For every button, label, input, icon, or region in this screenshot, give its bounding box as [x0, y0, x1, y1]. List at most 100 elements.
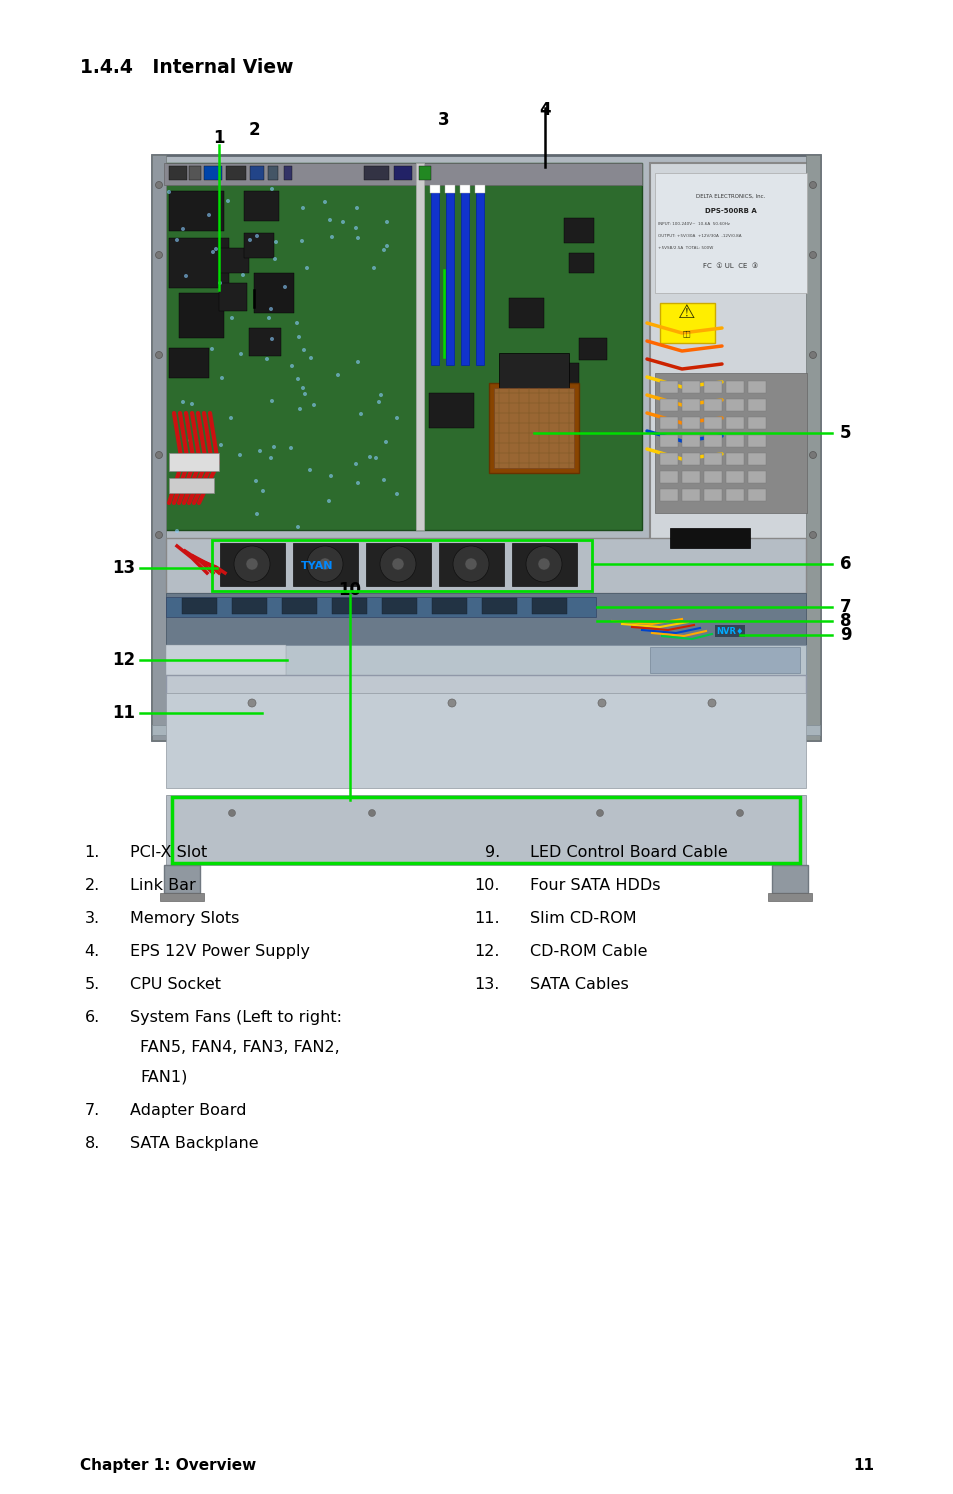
Bar — [169, 478, 213, 493]
Bar — [293, 542, 357, 586]
Bar — [169, 238, 229, 288]
Circle shape — [297, 406, 302, 411]
Bar — [659, 399, 678, 411]
Circle shape — [464, 557, 476, 571]
Bar — [152, 155, 166, 740]
Circle shape — [355, 236, 359, 241]
Circle shape — [335, 374, 339, 376]
Text: Chapter 1: Overview: Chapter 1: Overview — [80, 1458, 256, 1473]
Circle shape — [355, 481, 359, 486]
Circle shape — [525, 545, 561, 583]
Bar — [771, 865, 807, 893]
Circle shape — [385, 244, 389, 248]
Text: 8: 8 — [840, 613, 851, 630]
Bar — [725, 489, 743, 500]
Circle shape — [174, 529, 179, 533]
Bar — [166, 598, 596, 617]
Text: 10: 10 — [338, 581, 361, 599]
Circle shape — [174, 238, 179, 242]
Bar — [494, 388, 574, 468]
Text: 10.: 10. — [474, 878, 499, 893]
Circle shape — [207, 214, 211, 217]
Bar — [164, 865, 200, 893]
Circle shape — [448, 699, 456, 707]
Circle shape — [226, 199, 230, 203]
Bar — [169, 191, 224, 232]
Text: 7.: 7. — [85, 1103, 100, 1118]
Text: FAN1): FAN1) — [140, 1070, 187, 1085]
Text: PCI-X Slot: PCI-X Slot — [130, 846, 207, 861]
Bar — [432, 598, 467, 614]
Bar — [169, 348, 209, 378]
Bar — [189, 166, 201, 179]
Bar — [446, 185, 454, 365]
Circle shape — [248, 238, 252, 242]
Bar — [438, 542, 503, 586]
Circle shape — [340, 220, 345, 224]
Circle shape — [248, 699, 255, 707]
Bar — [431, 185, 438, 365]
Bar — [152, 725, 820, 735]
Bar — [172, 796, 800, 864]
Bar — [253, 273, 294, 314]
Text: Slim CD-ROM: Slim CD-ROM — [530, 911, 636, 926]
Bar — [659, 435, 678, 447]
Bar — [366, 542, 431, 586]
Circle shape — [184, 273, 188, 278]
Bar — [475, 185, 484, 193]
Bar — [381, 598, 416, 614]
Circle shape — [309, 356, 313, 360]
Circle shape — [270, 399, 274, 403]
Circle shape — [290, 365, 294, 368]
Circle shape — [289, 447, 293, 450]
Circle shape — [707, 699, 716, 707]
Bar — [767, 893, 811, 901]
Bar — [509, 297, 543, 329]
Bar — [681, 489, 700, 500]
Bar — [747, 453, 765, 465]
Bar — [249, 329, 281, 356]
Circle shape — [218, 281, 222, 285]
Circle shape — [241, 273, 245, 276]
Circle shape — [327, 499, 331, 503]
Bar — [703, 399, 721, 411]
Text: Link Bar: Link Bar — [130, 878, 195, 893]
Circle shape — [273, 257, 276, 261]
Circle shape — [230, 317, 233, 320]
Bar — [282, 598, 316, 614]
Text: 11.: 11. — [474, 911, 499, 926]
Bar — [747, 381, 765, 393]
Circle shape — [261, 489, 265, 493]
Circle shape — [307, 545, 343, 583]
Circle shape — [267, 317, 271, 320]
Circle shape — [355, 360, 359, 365]
Text: 11: 11 — [112, 704, 135, 722]
Bar — [418, 166, 431, 179]
Text: +5VSB/2.5A  TOTAL: 500W: +5VSB/2.5A TOTAL: 500W — [658, 247, 713, 249]
Bar — [204, 166, 222, 179]
Bar — [655, 374, 806, 512]
Text: 2: 2 — [248, 121, 259, 139]
Circle shape — [220, 376, 224, 379]
Text: ⚠: ⚠ — [678, 303, 695, 323]
Circle shape — [453, 545, 489, 583]
Circle shape — [219, 444, 223, 447]
Bar — [725, 381, 743, 393]
Text: Memory Slots: Memory Slots — [130, 911, 239, 926]
Text: 11: 11 — [852, 1458, 873, 1473]
Bar — [169, 453, 219, 471]
Bar — [220, 542, 285, 586]
Bar — [725, 471, 743, 483]
Circle shape — [155, 451, 162, 459]
Bar — [681, 435, 700, 447]
Bar — [166, 693, 805, 787]
Circle shape — [269, 456, 273, 460]
Bar — [659, 303, 714, 344]
Circle shape — [809, 181, 816, 188]
Bar — [655, 173, 806, 293]
Circle shape — [167, 190, 171, 194]
Bar — [160, 893, 204, 901]
Bar — [659, 453, 678, 465]
Circle shape — [254, 235, 258, 238]
Text: 9: 9 — [840, 626, 851, 644]
